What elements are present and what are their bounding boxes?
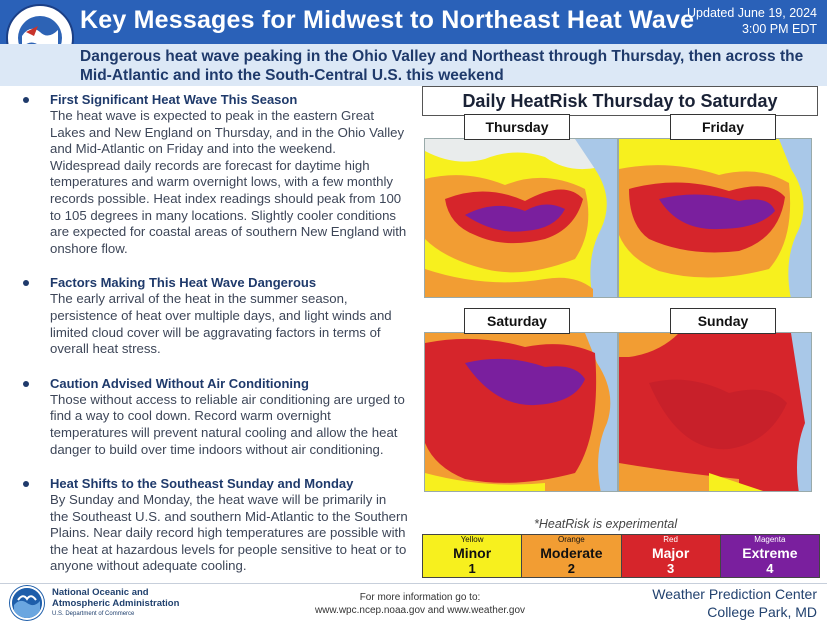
legend-item-moderate: Orange Moderate 2	[522, 535, 622, 577]
header-bar	[0, 0, 827, 44]
agency-subtitle: U.S. Department of Commerce	[52, 611, 135, 617]
heatrisk-map-thursday	[424, 138, 618, 298]
key-message-body: By Sunday and Monday, the heat wave will…	[50, 492, 408, 574]
day-label-friday: Friday	[670, 114, 776, 140]
day-label-sunday: Sunday	[670, 308, 776, 334]
legend-item-major: Red Major 3	[621, 535, 721, 577]
heatrisk-map-friday	[618, 138, 812, 298]
more-info-links[interactable]: www.wpc.ncep.noaa.gov and www.weather.go…	[314, 605, 526, 616]
heatrisk-panel: Daily HeatRisk Thursday to Saturday Thur…	[422, 86, 822, 582]
legend-item-minor: Yellow Minor 1	[423, 535, 523, 577]
bullet-icon	[23, 280, 29, 287]
key-message-body: Those without access to reliable air con…	[50, 391, 405, 457]
noaa-logo-icon	[10, 586, 44, 620]
page-title: Key Messages for Midwest to Northeast He…	[80, 6, 695, 34]
key-message-title: Factors Making This Heat Wave Dangerous	[50, 275, 317, 291]
bullet-icon	[23, 481, 29, 488]
key-message: Heat Shifts to the Southeast Sunday and …	[18, 476, 408, 575]
subtitle-band	[0, 44, 827, 86]
agency-name: National Oceanic and Atmospheric Adminis…	[52, 587, 180, 609]
center-name: Weather Prediction Center College Park, …	[652, 586, 817, 620]
updated-timestamp: Updated June 19, 2024 3:00 PM EDT	[687, 6, 817, 36]
footer-divider	[0, 583, 827, 584]
key-message-body: The heat wave is expected to peak in the…	[50, 108, 407, 256]
day-label-saturday: Saturday	[464, 308, 570, 334]
key-message: First Significant Heat Wave This Season …	[18, 92, 408, 257]
bullet-icon	[23, 97, 29, 103]
key-message-title: Heat Shifts to the Southeast Sunday and …	[50, 476, 354, 492]
experimental-note: *HeatRisk is experimental	[534, 517, 678, 531]
key-messages: First Significant Heat Wave This Season …	[18, 92, 408, 593]
legend-item-extreme: Magenta Extreme 4	[720, 535, 819, 577]
heatrisk-legend: Yellow Minor 1 Orange Moderate 2 Red Maj…	[422, 534, 820, 578]
key-message: Caution Advised Without Air Conditioning…	[18, 376, 408, 458]
key-message-title: First Significant Heat Wave This Season	[50, 92, 298, 107]
heatrisk-map-sunday	[618, 332, 812, 492]
more-info: For more information go to: www.wpc.ncep…	[290, 591, 550, 617]
heatrisk-map-saturday	[424, 332, 618, 492]
day-label-thursday: Thursday	[464, 114, 570, 140]
key-message: Factors Making This Heat Wave Dangerous …	[18, 275, 408, 357]
key-message-body: The early arrival of the heat in the sum…	[50, 291, 392, 357]
subtitle: Dangerous heat wave peaking in the Ohio …	[80, 48, 804, 84]
key-message-title: Caution Advised Without Air Conditioning	[50, 375, 309, 391]
bullet-icon	[23, 380, 29, 387]
heatrisk-title: Daily HeatRisk Thursday to Saturday	[422, 86, 818, 116]
